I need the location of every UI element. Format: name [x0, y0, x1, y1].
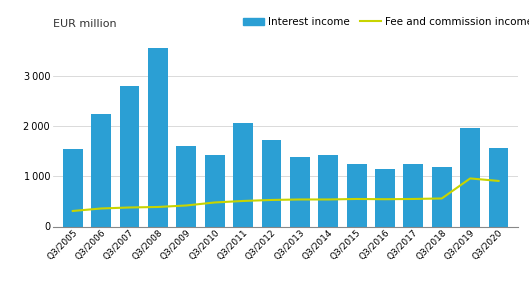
Bar	[261, 140, 281, 226]
Bar	[63, 149, 83, 226]
Bar	[460, 128, 480, 226]
Bar	[233, 123, 253, 226]
Bar	[375, 169, 395, 226]
Bar	[176, 146, 196, 226]
Bar	[489, 148, 508, 226]
Legend: Interest income, Fee and commission income: Interest income, Fee and commission inco…	[239, 13, 529, 31]
Bar	[148, 48, 168, 226]
Bar	[432, 167, 452, 226]
Text: EUR million: EUR million	[53, 19, 116, 29]
Bar	[120, 86, 140, 226]
Bar	[404, 164, 423, 226]
Bar	[205, 156, 225, 226]
Bar	[346, 164, 367, 226]
Bar	[91, 114, 111, 226]
Bar	[290, 157, 310, 226]
Bar	[318, 155, 338, 226]
